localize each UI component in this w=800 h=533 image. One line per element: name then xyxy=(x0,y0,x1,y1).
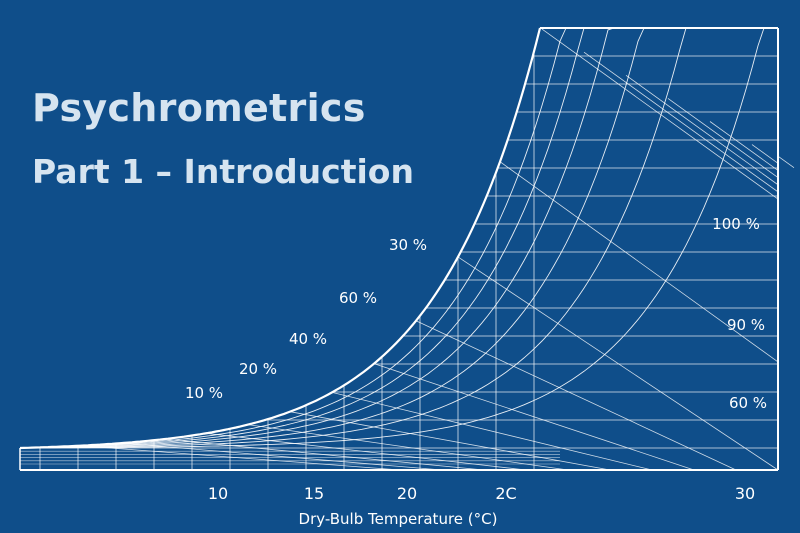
page-subtitle: Part 1 – Introduction xyxy=(32,152,414,191)
wetbulb-line xyxy=(583,51,779,193)
wetbulb-line xyxy=(373,363,695,471)
rh-edge-label: 100 % xyxy=(712,215,760,233)
wetbulb-line xyxy=(667,98,779,178)
rh-label: 20 % xyxy=(239,360,277,378)
wetbulb-line xyxy=(247,424,569,471)
rh-curve xyxy=(20,27,765,449)
rh-label: 30 % xyxy=(389,236,427,254)
chart-frame xyxy=(19,27,779,471)
page-title: Psychrometrics xyxy=(32,86,366,130)
x-axis-ticks: 10 15 20 2C 30 xyxy=(208,484,755,503)
right-edge-labels: 100 % 90 % 60 % xyxy=(712,215,767,412)
chart-grid xyxy=(19,27,795,471)
rh-label: 60 % xyxy=(339,289,377,307)
x-tick-label: 2C xyxy=(495,484,516,503)
wetbulb-line xyxy=(415,320,737,471)
wetbulb-line xyxy=(777,155,795,169)
wetbulb-line xyxy=(79,445,401,471)
x-tick-label: 15 xyxy=(304,484,324,503)
wetbulb-line xyxy=(541,28,779,200)
x-tick-label: 10 xyxy=(208,484,228,503)
x-tick-label: 30 xyxy=(735,484,755,503)
rh-edge-label: 90 % xyxy=(727,316,765,334)
rh-curve xyxy=(19,27,585,449)
wetbulb-line xyxy=(331,391,653,471)
saturation-curve xyxy=(19,27,542,450)
rh-curve xyxy=(20,27,687,449)
curve-labels: 10 % 20 % 40 % 60 % 30 % xyxy=(185,236,427,402)
rh-label: 40 % xyxy=(289,330,327,348)
wetbulb-line xyxy=(625,74,779,186)
rh-curve xyxy=(19,27,615,449)
x-tick-label: 20 xyxy=(397,484,417,503)
rh-curve xyxy=(19,27,645,449)
x-axis-label: Dry-Bulb Temperature (°C) xyxy=(299,510,498,528)
wetbulb-line xyxy=(751,144,779,164)
wetbulb-line xyxy=(121,442,443,471)
wetbulb-line xyxy=(499,161,779,363)
wetbulb-line xyxy=(163,438,485,471)
wetbulb-line xyxy=(709,121,779,171)
rh-label: 10 % xyxy=(185,384,223,402)
rh-edge-label: 60 % xyxy=(729,394,767,412)
wetbulb-line xyxy=(205,432,527,471)
wetbulb-line xyxy=(289,411,611,471)
wetbulb-line xyxy=(457,256,779,471)
